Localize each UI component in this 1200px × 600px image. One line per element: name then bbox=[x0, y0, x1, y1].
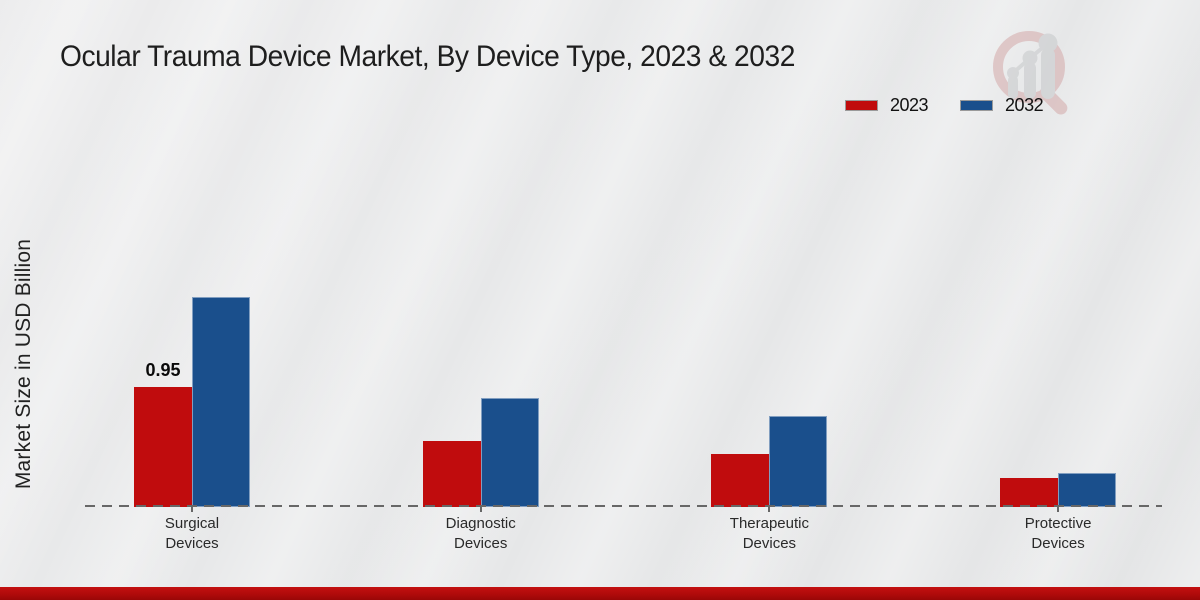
bar-2023-diagnostic-devices bbox=[422, 441, 481, 507]
bar-2023-therapeutic-devices bbox=[711, 454, 770, 507]
bar-2032-diagnostic-devices bbox=[480, 398, 539, 507]
x-axis-category-label: Therapeutic Devices bbox=[729, 515, 809, 552]
x-axis-category-label: Surgical Devices bbox=[164, 515, 220, 552]
legend-swatch-2023 bbox=[845, 100, 878, 111]
bar-2032-surgical-devices bbox=[192, 297, 250, 507]
bar-data-label: 0.95 bbox=[145, 360, 181, 380]
bar-2023-surgical-devices bbox=[134, 387, 192, 507]
legend-item-2023: 2023 bbox=[845, 95, 929, 116]
x-axis-category-label: Protective Devices bbox=[1024, 515, 1092, 552]
bar-2023-protective-devices bbox=[1000, 478, 1059, 507]
bar-2032-therapeutic-devices bbox=[769, 416, 828, 507]
bar-2032-protective-devices bbox=[1058, 473, 1117, 507]
footer-accent-band bbox=[0, 587, 1200, 600]
legend-label-2023: 2023 bbox=[890, 95, 929, 115]
magnifier-growth-logo-icon bbox=[993, 31, 1068, 115]
legend-label-2032: 2032 bbox=[1005, 95, 1044, 115]
legend-swatch-2032 bbox=[960, 100, 994, 111]
x-axis-tick bbox=[768, 507, 771, 512]
x-axis-dashed-baseline bbox=[85, 505, 1162, 507]
x-axis-tick bbox=[479, 507, 482, 512]
legend-item-2032: 2032 bbox=[960, 95, 1044, 116]
chart-title: Ocular Trauma Device Market, By Device T… bbox=[60, 40, 795, 73]
x-axis-tick bbox=[1057, 507, 1060, 512]
x-axis-category-label: Diagnostic Devices bbox=[445, 515, 516, 552]
x-axis-tick bbox=[191, 507, 193, 512]
legend: 2023 2032 bbox=[845, 95, 1061, 116]
